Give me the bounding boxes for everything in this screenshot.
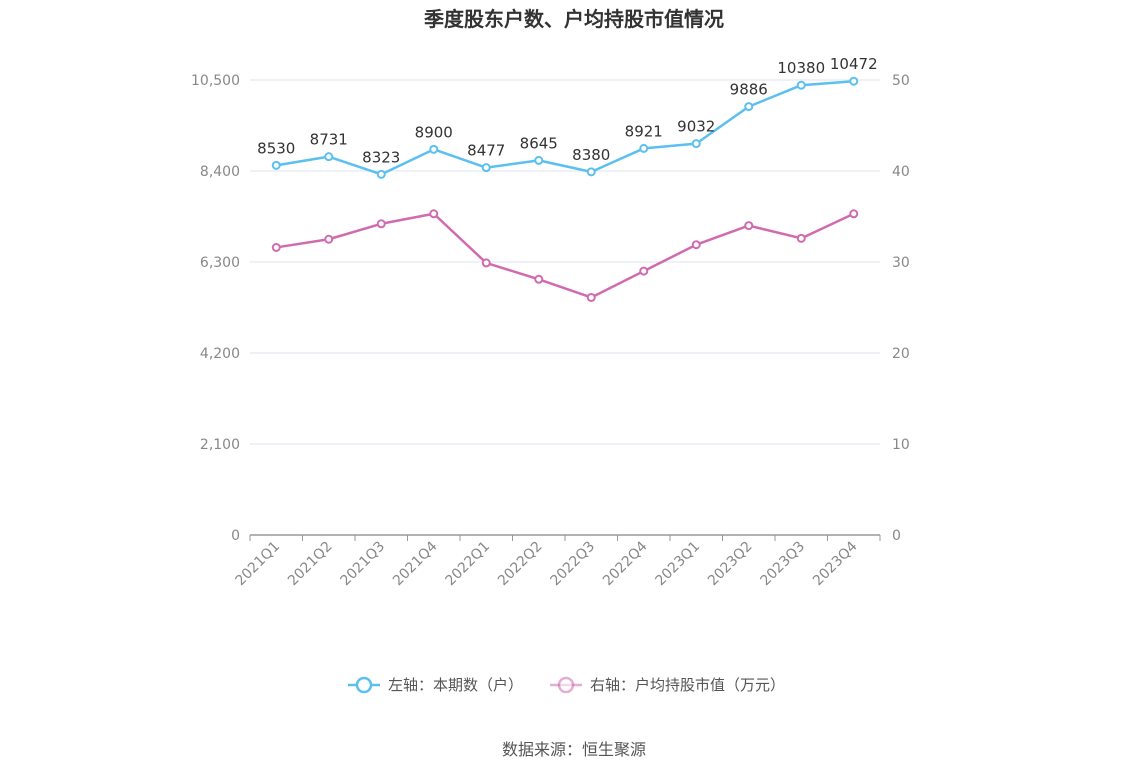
data-point[interactable]	[324, 234, 334, 244]
data-label: 9886	[730, 81, 768, 99]
legend[interactable]: 左轴：本期数（户） 右轴：户均持股市值（万元）	[348, 676, 785, 694]
right-axis-tick-label: 50	[892, 73, 910, 89]
series-line-2	[276, 212, 855, 299]
x-axis-tick-label: 2023Q1	[652, 539, 703, 590]
x-axis-tick-label: 2021Q2	[285, 539, 336, 590]
data-point[interactable]	[691, 240, 701, 250]
x-axis-tick-label: 2023Q4	[810, 538, 861, 589]
x-axis-tick-label: 2021Q4	[390, 538, 441, 589]
data-label: 8921	[625, 122, 663, 140]
left-axis-tick-label: 2,100	[200, 437, 240, 453]
legend-item-2[interactable]: 右轴：户均持股市值（万元）	[550, 676, 785, 694]
data-label: 8645	[520, 134, 558, 152]
data-point[interactable]	[849, 76, 859, 86]
legend-item-1[interactable]: 左轴：本期数（户）	[348, 676, 523, 694]
data-point[interactable]	[744, 221, 754, 231]
left-axis-tick-label: 0	[231, 528, 240, 544]
legend-swatch-marker	[355, 676, 373, 694]
series-layer: 8530 8731 8323 8900 8477 8645 8380 8921 9032 9886…	[257, 55, 878, 302]
data-point[interactable]	[691, 139, 701, 149]
x-axis-tick-label: 2022Q1	[442, 539, 493, 590]
left-axis-tick-label: 10,500	[191, 73, 240, 89]
data-point[interactable]	[586, 167, 596, 177]
right-axis-tick-label: 30	[892, 255, 910, 271]
x-axis-tick-label: 2022Q4	[600, 538, 651, 589]
data-point[interactable]	[639, 143, 649, 153]
x-axis-tick-label: 2021Q1	[232, 539, 283, 590]
x-axis-tick-label: 2021Q3	[337, 539, 388, 590]
source-note: 数据来源：恒生聚源	[502, 740, 646, 759]
data-label: 8530	[257, 139, 295, 157]
data-point[interactable]	[324, 152, 334, 162]
data-point[interactable]	[429, 144, 439, 154]
data-point[interactable]	[849, 209, 859, 219]
right-axis-tick-label: 10	[892, 437, 910, 453]
data-label: 8323	[362, 148, 400, 166]
left-axis-tick-label: 4,200	[200, 346, 240, 362]
series-line-1	[276, 79, 854, 176]
right-axis-tick-label: 20	[892, 346, 910, 362]
data-label: 8731	[310, 131, 348, 149]
data-point[interactable]	[744, 102, 754, 112]
chart-title: 季度股东户数、户均持股市值情况	[423, 7, 724, 31]
x-axis-tick-label: 2022Q3	[547, 539, 598, 590]
data-label: 10472	[830, 55, 878, 73]
data-point[interactable]	[376, 219, 386, 229]
data-point[interactable]	[481, 163, 491, 173]
left-axis-tick-label: 6,300	[200, 255, 240, 271]
legend-label: 左轴：本期数（户）	[388, 676, 523, 694]
right-axis-tick-label: 0	[892, 528, 901, 544]
data-point[interactable]	[639, 266, 649, 276]
legend-swatch-marker	[557, 676, 575, 694]
right-axis-tick-label: 40	[892, 164, 910, 180]
data-point[interactable]	[534, 274, 544, 284]
data-point[interactable]	[586, 292, 596, 302]
x-axis-tick-label: 2023Q2	[705, 539, 756, 590]
data-point[interactable]	[271, 242, 281, 252]
legend-label: 右轴：户均持股市值（万元）	[590, 676, 785, 694]
left-axis-tick-label: 8,400	[200, 164, 240, 180]
data-point[interactable]	[534, 155, 544, 165]
x-axis-tick-label: 2023Q3	[757, 539, 808, 590]
data-label: 10380	[777, 59, 825, 77]
data-label: 8380	[572, 146, 610, 164]
data-label: 8477	[467, 142, 505, 160]
data-point[interactable]	[376, 169, 386, 179]
data-point[interactable]	[429, 209, 439, 219]
grid-lines	[250, 79, 880, 445]
data-label: 9032	[677, 118, 715, 136]
data-point[interactable]	[481, 258, 491, 268]
data-label: 8900	[415, 123, 453, 141]
x-axis-tick-label: 2022Q2	[495, 539, 546, 590]
data-point[interactable]	[796, 80, 806, 90]
data-point[interactable]	[796, 233, 806, 243]
data-point[interactable]	[271, 160, 281, 170]
